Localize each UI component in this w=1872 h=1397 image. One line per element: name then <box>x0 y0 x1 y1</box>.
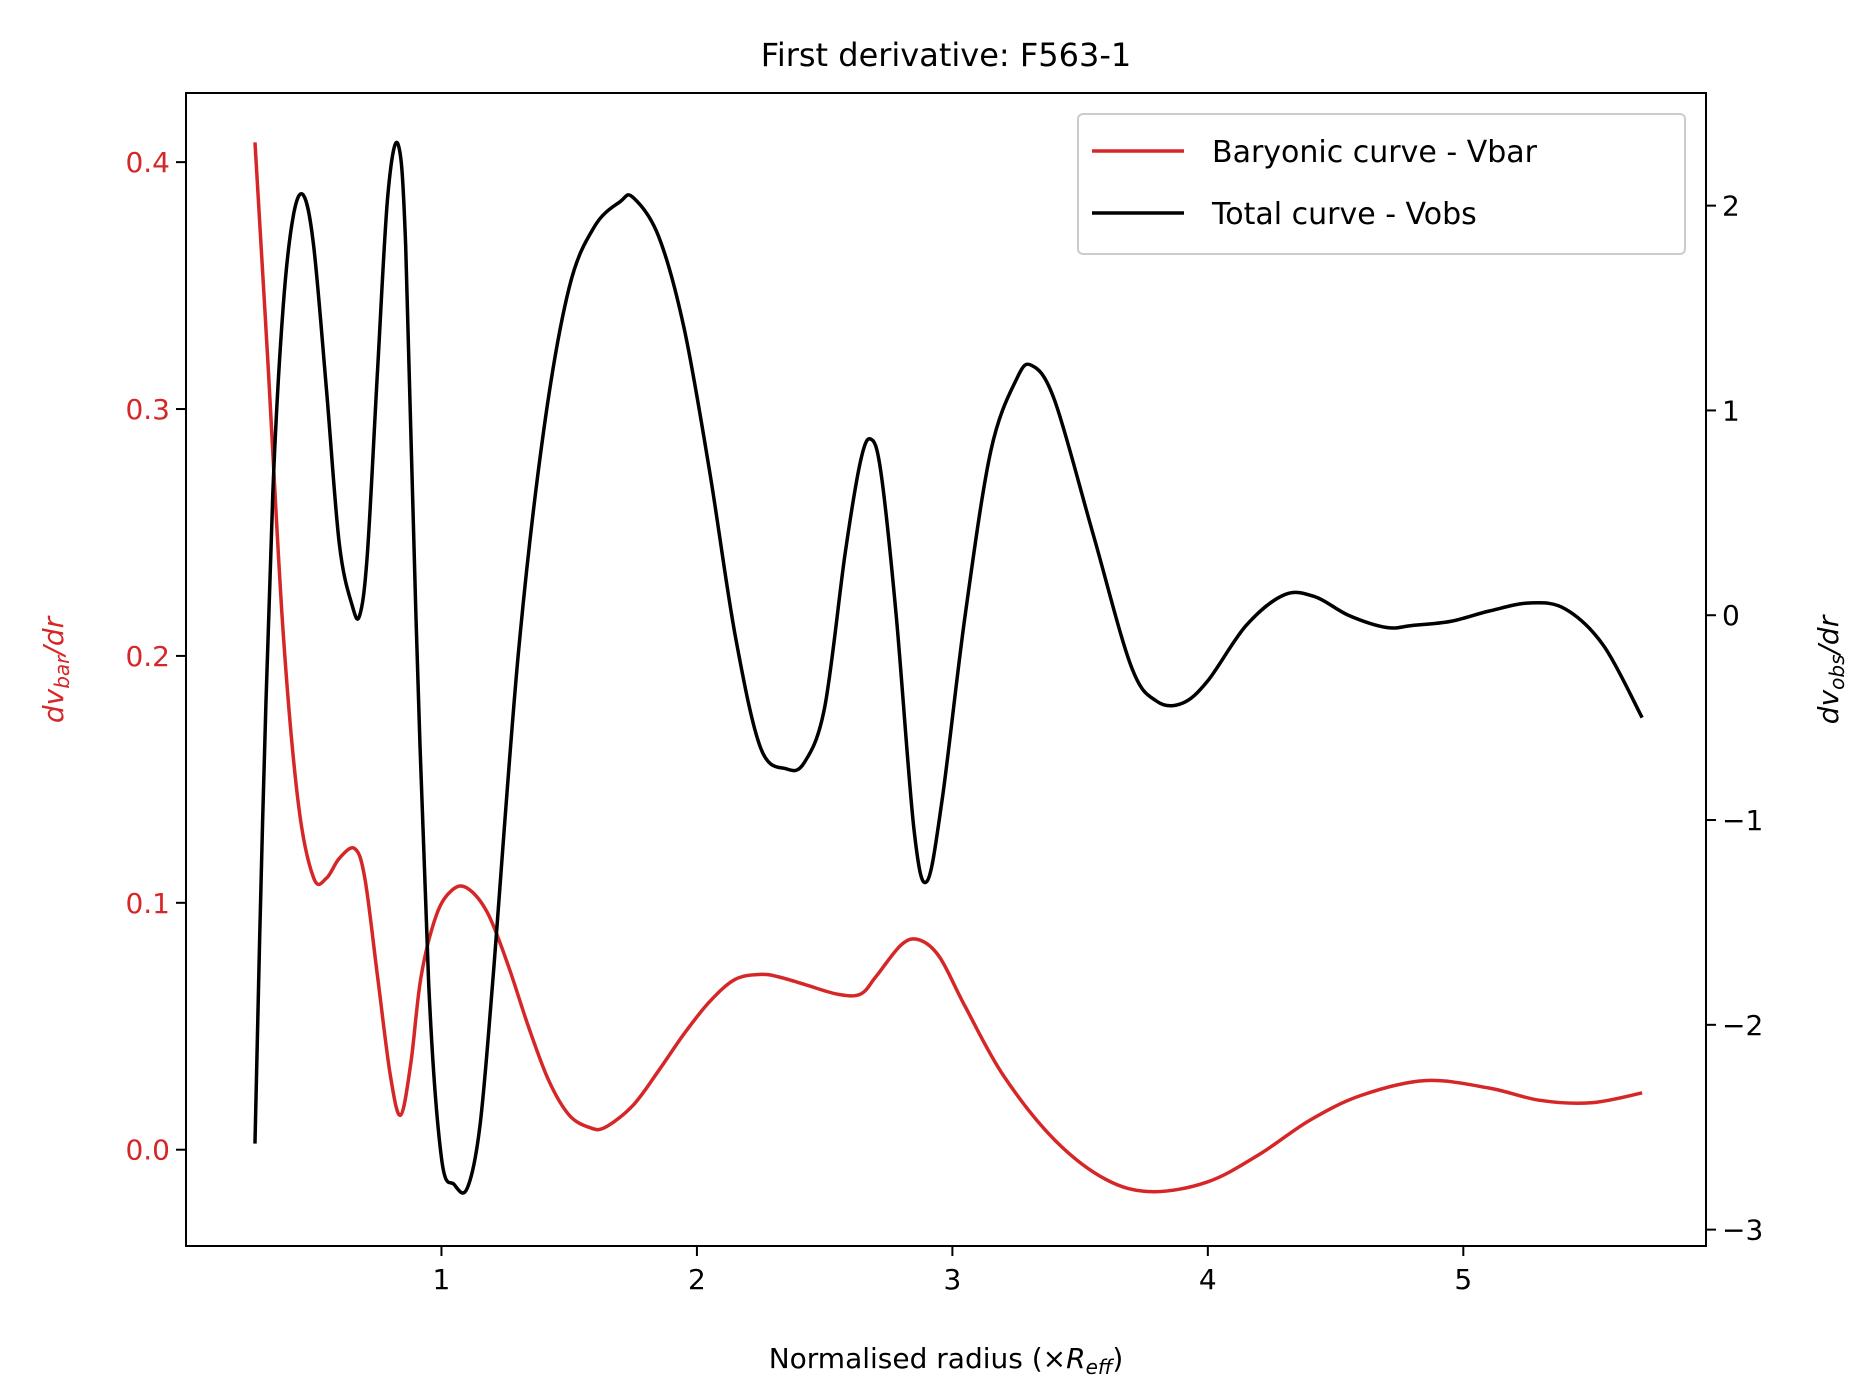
y-left-tick-label: 0.1 <box>125 887 170 920</box>
y-left-axis-label-post: /dr <box>37 615 70 658</box>
y-right-axis-label-post: /dr <box>1812 614 1845 657</box>
y-right-tick-label: −3 <box>1722 1214 1763 1247</box>
y-left-tick-label: 0.3 <box>125 393 170 426</box>
x-tick-label: 1 <box>433 1263 451 1296</box>
x-axis-label-main: Normalised radius (× <box>769 1342 1066 1375</box>
y-left-axis-ticks: 0.0 0.1 0.2 0.3 0.4 <box>125 146 186 1167</box>
y-right-axis-ticks: −3 −2 −1 0 1 2 <box>1706 190 1763 1247</box>
x-tick-label: 2 <box>688 1263 706 1296</box>
series-line-vbar <box>253 142 1643 1194</box>
x-tick-label: 4 <box>1199 1263 1217 1296</box>
y-left-tick-label: 0.0 <box>125 1134 170 1167</box>
y-left-tick-label: 0.2 <box>125 640 170 673</box>
chart-title: First derivative: F563-1 <box>761 36 1132 74</box>
plot-frame <box>185 92 1707 1247</box>
y-right-tick-label: −2 <box>1722 1009 1763 1042</box>
plot-lines <box>253 140 1644 1195</box>
y-left-tick-label: 0.4 <box>125 146 170 179</box>
x-axis-label: Normalised radius (×Reff) <box>769 1342 1124 1379</box>
x-tick-label: 5 <box>1454 1263 1472 1296</box>
y-right-axis-label-subscript: obs <box>1825 655 1849 690</box>
y-right-tick-label: 1 <box>1722 394 1740 427</box>
series-line-vobs <box>253 140 1644 1195</box>
x-axis-ticks: 1 2 3 4 5 <box>433 1246 1472 1296</box>
x-tick-label: 3 <box>943 1263 961 1296</box>
x-axis-label-subscript: eff <box>1086 1355 1115 1379</box>
y-right-axis-label-pre: dv <box>1812 689 1845 724</box>
legend-box <box>1077 113 1686 255</box>
legend-label-vbar: Baryonic curve - Vbar <box>1212 135 1538 170</box>
x-axis-label-close: ) <box>1112 1342 1123 1375</box>
y-right-tick-label: 0 <box>1722 599 1740 632</box>
legend-label-vobs: Total curve - Vobs <box>1211 197 1477 232</box>
y-right-tick-label: 2 <box>1722 190 1740 223</box>
y-right-tick-label: −1 <box>1722 804 1763 837</box>
y-right-axis-label: dvobs/dr <box>1812 614 1849 724</box>
legend: Baryonic curve - Vbar Total curve - Vobs <box>1077 113 1686 255</box>
y-left-axis-label-pre: dv <box>37 688 70 723</box>
x-axis-label-symbol: R <box>1066 1342 1085 1375</box>
y-left-axis-label-subscript: bar <box>50 654 74 689</box>
y-left-axis-label: dvbar/dr <box>37 615 74 723</box>
